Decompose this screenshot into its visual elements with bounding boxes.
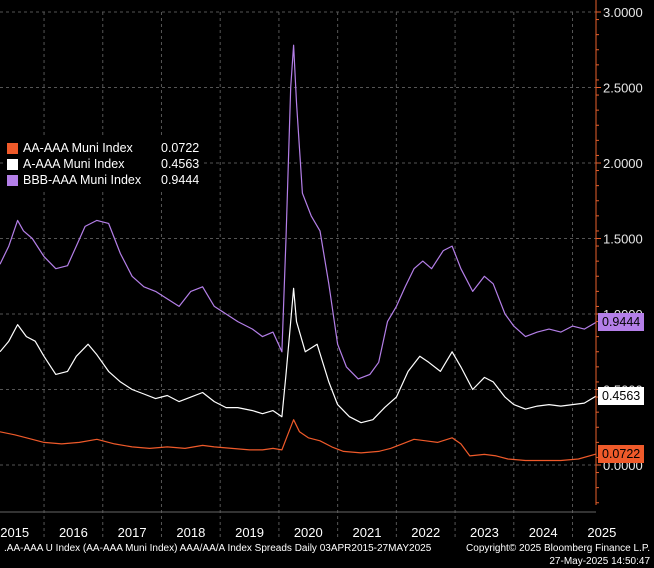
legend-swatch-aa-aaa [7,142,18,154]
legend-value: 0.0722 [161,141,200,155]
x-tick-label: 2015 [0,525,29,540]
legend-value: 0.4563 [161,157,200,171]
x-tick-label: 2022 [411,525,440,540]
y-tick-label: 2.0000 [603,156,643,171]
x-axis: 2015 2016 2017 2018 2019 2020 2021 2022 2023 2024… [0,511,616,540]
footer-description: .AA-AAA U Index (AA-AAA Muni Index) AAA/… [4,543,432,554]
chart-legend: AA-AAA Muni Index 0.0722 A-AAA Muni Inde… [4,137,205,191]
legend-swatch-bbb-aaa [7,174,18,186]
end-label-a-aaa: 0.4563 [598,387,645,405]
chart-grid [0,11,596,540]
y-tick-label: 3.0000 [603,5,643,20]
y-tick-label: 2.5000 [603,81,643,96]
legend-label: AA-AAA Muni Index [23,141,133,155]
x-tick-label: 2023 [470,525,499,540]
legend-item-a-aaa: A-AAA Muni Index 0.4563 [7,156,199,172]
x-tick-label: 2016 [59,525,88,540]
x-tick-label: 2019 [235,525,264,540]
legend-label: A-AAA Muni Index [23,157,125,171]
x-tick-label: 2024 [529,525,558,540]
x-tick-label: 2025 [587,525,616,540]
legend-item-aa-aaa: AA-AAA Muni Index 0.0722 [7,140,199,156]
end-label-aa-aaa: 0.0722 [598,445,645,463]
x-tick-label: 2020 [294,525,323,540]
legend-label: BBB-AAA Muni Index [23,173,142,187]
y-tick-label: 1.5000 [603,232,643,247]
footer-timestamp: 27-May-2025 14:50:47 [549,556,650,567]
footer-copyright: Copyright© 2025 Bloomberg Finance L.P. [466,543,650,554]
chart-series [0,44,597,462]
legend-value: 0.9444 [161,173,200,187]
series-line [0,44,597,380]
series-line [0,287,597,424]
x-tick-label: 2017 [118,525,147,540]
x-tick-label: 2018 [176,525,205,540]
y-axis: 3.00002.50002.00001.50001.00000.50000.00… [595,0,643,505]
series-line [0,419,597,462]
legend-swatch-a-aaa [7,158,18,170]
x-tick-label: 2021 [353,525,382,540]
end-label-bbb-aaa: 0.9444 [598,313,645,331]
legend-item-bbb-aaa: BBB-AAA Muni Index 0.9444 [7,172,199,188]
